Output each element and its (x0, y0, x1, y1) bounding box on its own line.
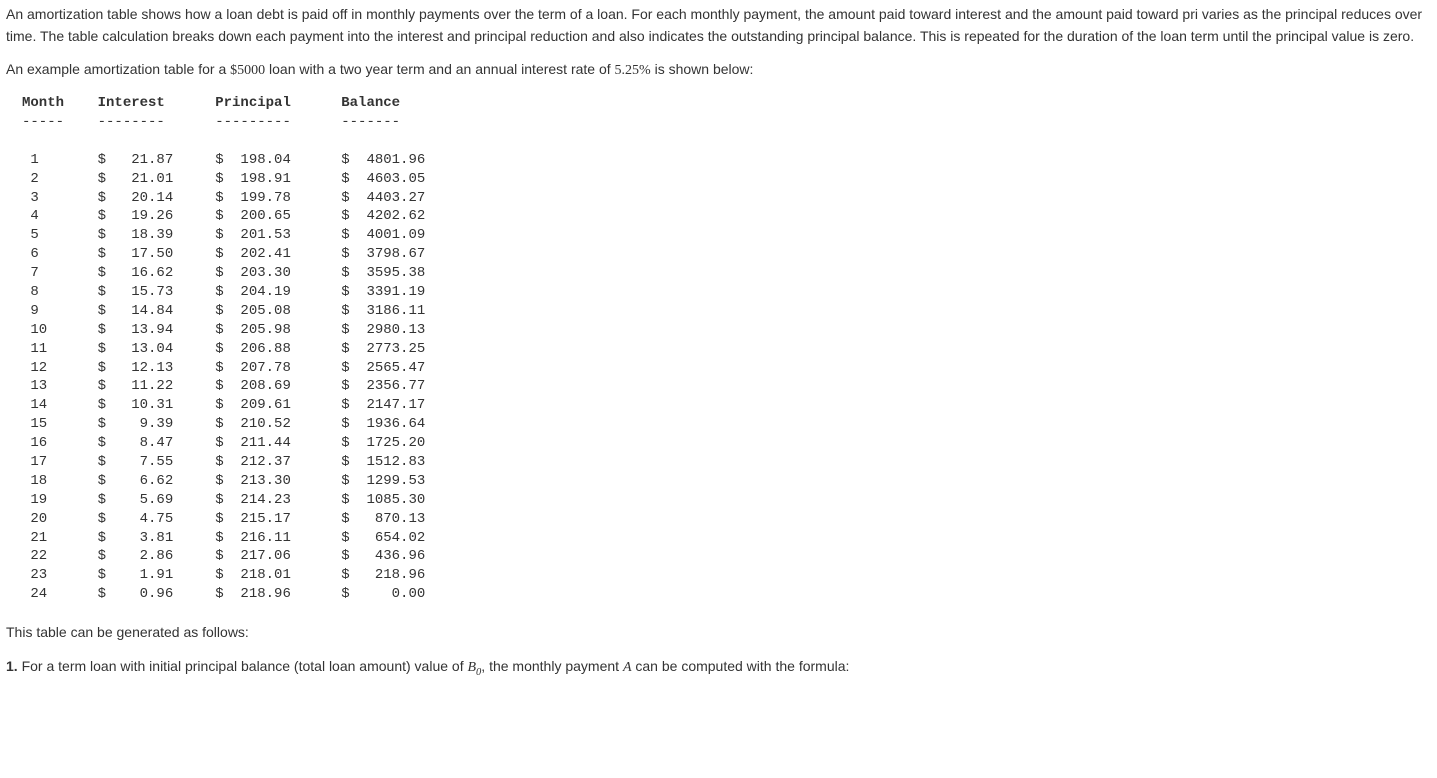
intro2-part-c: is shown below: (651, 61, 754, 77)
intro2-part-b: loan with a two year term and an annual … (265, 61, 614, 77)
step-1-text-b: , the monthly payment (481, 658, 623, 674)
var-a: A (623, 660, 632, 675)
intro2-part-a: An example amortization table for a (6, 61, 230, 77)
interest-rate: 5.25% (615, 63, 651, 78)
intro-paragraph-1: An amortization table shows how a loan d… (6, 4, 1431, 47)
var-b0: B0 (467, 660, 481, 675)
step-1-text-a: For a term loan with initial principal b… (18, 658, 468, 674)
step-1-number: 1. (6, 658, 18, 674)
amortization-table: Month Interest Principal Balance ----- -… (22, 94, 1431, 604)
loan-amount: $5000 (230, 63, 265, 78)
step-1: 1. For a term loan with initial principa… (6, 656, 1431, 681)
intro-paragraph-2: An example amortization table for a $500… (6, 59, 1431, 82)
post-table-paragraph: This table can be generated as follows: (6, 622, 1431, 644)
step-1-text-c: can be computed with the formula: (632, 658, 850, 674)
